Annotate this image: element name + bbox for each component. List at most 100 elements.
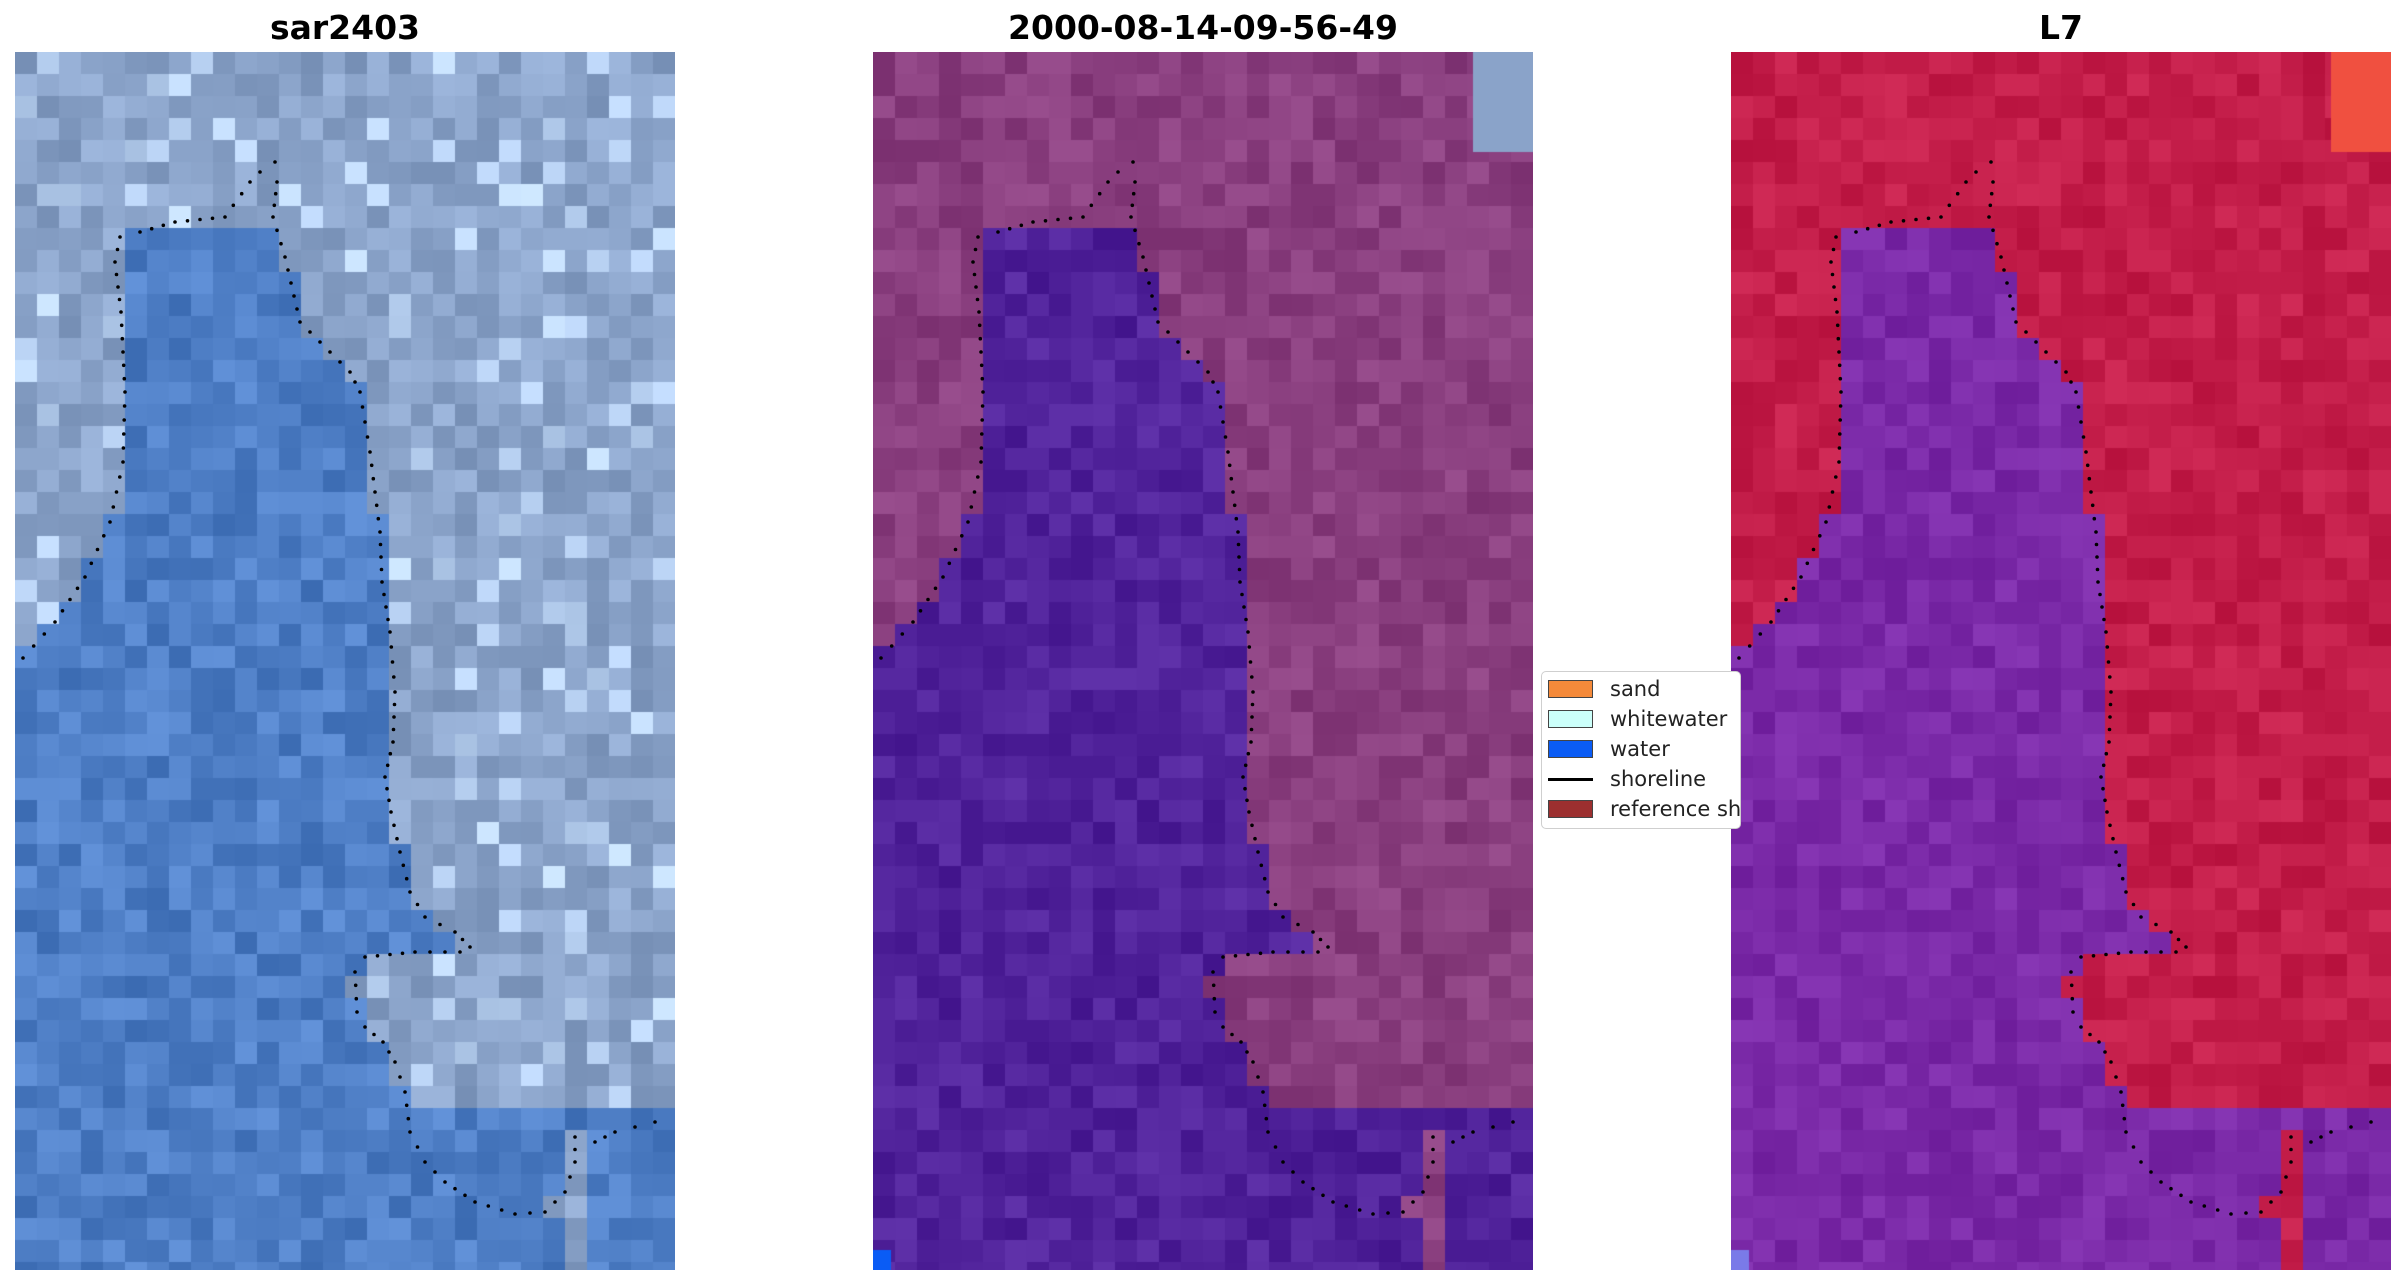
shoreline-point bbox=[1830, 490, 1835, 494]
shoreline-point bbox=[348, 370, 352, 374]
shoreline-point bbox=[1129, 215, 1133, 219]
shoreline-point bbox=[116, 285, 120, 289]
shoreline-point bbox=[2174, 950, 2178, 954]
shoreline-point bbox=[2154, 922, 2158, 927]
shoreline-point bbox=[879, 656, 883, 660]
shoreline-point bbox=[1239, 1040, 1243, 1044]
shoreline-point bbox=[2071, 1010, 2075, 1014]
shoreline-point bbox=[95, 547, 100, 552]
shoreline-point bbox=[553, 1200, 557, 1204]
shoreline-point bbox=[376, 516, 381, 521]
shoreline-point bbox=[1141, 255, 1145, 259]
shoreline-point bbox=[1991, 180, 1995, 184]
shoreline-point bbox=[1227, 463, 1232, 468]
shoreline-point bbox=[1245, 1050, 1249, 1054]
shoreline-point bbox=[1321, 1193, 1325, 1198]
shoreline-point bbox=[2005, 281, 2009, 285]
shoreline-point bbox=[1832, 285, 1836, 289]
shoreline-point bbox=[185, 219, 190, 223]
shoreline-point bbox=[1865, 226, 1870, 231]
shoreline-point bbox=[392, 823, 396, 828]
shoreline-point bbox=[1784, 597, 1788, 602]
shoreline-point bbox=[122, 432, 126, 436]
shoreline-point bbox=[2091, 954, 2096, 958]
legend-item-reference-shoreline: reference shoreline bbox=[1548, 795, 1740, 823]
shoreline-point bbox=[2349, 1125, 2353, 1129]
shoreline-point bbox=[2034, 340, 2038, 344]
panel-title-3: L7 bbox=[2039, 8, 2083, 47]
shoreline-point bbox=[2319, 1135, 2323, 1139]
shoreline-point bbox=[1253, 836, 1257, 841]
shoreline-point bbox=[973, 247, 978, 252]
shoreline-point bbox=[1106, 180, 1110, 184]
shoreline-point bbox=[976, 235, 980, 239]
shoreline-point bbox=[1259, 863, 1264, 868]
shoreline-point bbox=[371, 476, 376, 481]
shoreline-point bbox=[1431, 1135, 1435, 1139]
shoreline-point bbox=[1838, 418, 1842, 422]
shoreline-point bbox=[2054, 360, 2058, 364]
shoreline-point bbox=[2081, 435, 2086, 439]
shoreline-point bbox=[1249, 727, 1254, 732]
shoreline-point bbox=[2124, 1130, 2128, 1134]
shoreline-point bbox=[2144, 950, 2148, 954]
shoreline-point bbox=[1266, 1130, 1270, 1134]
shoreline-point bbox=[122, 404, 127, 408]
shoreline-point bbox=[1229, 476, 1234, 481]
shoreline-point bbox=[379, 567, 384, 572]
shoreline-point bbox=[1357, 1208, 1362, 1212]
shoreline-point bbox=[1401, 1210, 1405, 1214]
shoreline-point bbox=[102, 534, 106, 538]
shoreline-point bbox=[383, 775, 387, 779]
shoreline-point bbox=[2120, 1103, 2125, 1108]
shoreline-point bbox=[2149, 1170, 2153, 1174]
shoreline-point bbox=[1877, 223, 1882, 228]
shoreline-point bbox=[1316, 950, 1320, 954]
shoreline-point bbox=[1421, 1190, 1425, 1194]
legend: sand whitewater water shoreline referenc… bbox=[1541, 671, 1741, 829]
reference-shoreline-swatch bbox=[1548, 800, 1593, 818]
shoreline-point bbox=[1196, 360, 1200, 364]
shoreline-point bbox=[1153, 307, 1157, 311]
shoreline-point bbox=[2269, 1200, 2273, 1204]
shoreline-point bbox=[415, 902, 420, 907]
shoreline-point bbox=[2101, 786, 2105, 791]
shoreline-point bbox=[1256, 1075, 1260, 1079]
shoreline-point bbox=[2104, 630, 2108, 634]
shoreline-point bbox=[2014, 320, 2018, 324]
shoreline-point bbox=[369, 463, 374, 468]
shoreline-point bbox=[385, 786, 389, 791]
shoreline-point bbox=[161, 223, 166, 228]
shoreline-point bbox=[2024, 330, 2028, 334]
shoreline-point bbox=[1131, 160, 1135, 164]
shoreline-point bbox=[977, 323, 982, 328]
shoreline-point bbox=[1939, 215, 1943, 219]
shoreline-point bbox=[977, 310, 981, 314]
legend-item-water: water bbox=[1548, 735, 1670, 763]
shoreline-point bbox=[1089, 203, 1094, 208]
shoreline-point bbox=[363, 420, 367, 424]
shoreline-point bbox=[375, 954, 380, 958]
shoreline-point bbox=[1240, 592, 1244, 597]
shoreline-point bbox=[380, 580, 384, 584]
shoreline-point bbox=[1281, 915, 1285, 919]
shoreline-point bbox=[2116, 951, 2121, 956]
shoreline-point bbox=[1838, 432, 1842, 436]
shoreline-point bbox=[2279, 1190, 2283, 1194]
shoreline-point bbox=[1824, 520, 1828, 524]
shoreline-point bbox=[1131, 191, 1136, 196]
shoreline-point bbox=[1758, 632, 1763, 636]
shoreline-point bbox=[460, 937, 465, 942]
shoreline-point bbox=[1246, 630, 1250, 634]
shoreline-point bbox=[121, 363, 126, 368]
shoreline-point bbox=[114, 272, 119, 277]
shoreline-point bbox=[353, 970, 357, 974]
shoreline-point bbox=[499, 1208, 504, 1212]
shoreline-point bbox=[2085, 463, 2090, 468]
shoreline-point bbox=[1234, 516, 1239, 521]
shoreline-point bbox=[1130, 203, 1135, 208]
shoreline-point bbox=[1250, 715, 1254, 719]
shoreline-point bbox=[438, 922, 442, 927]
classified-image-panel bbox=[873, 52, 1533, 1270]
shoreline-point bbox=[980, 404, 985, 408]
